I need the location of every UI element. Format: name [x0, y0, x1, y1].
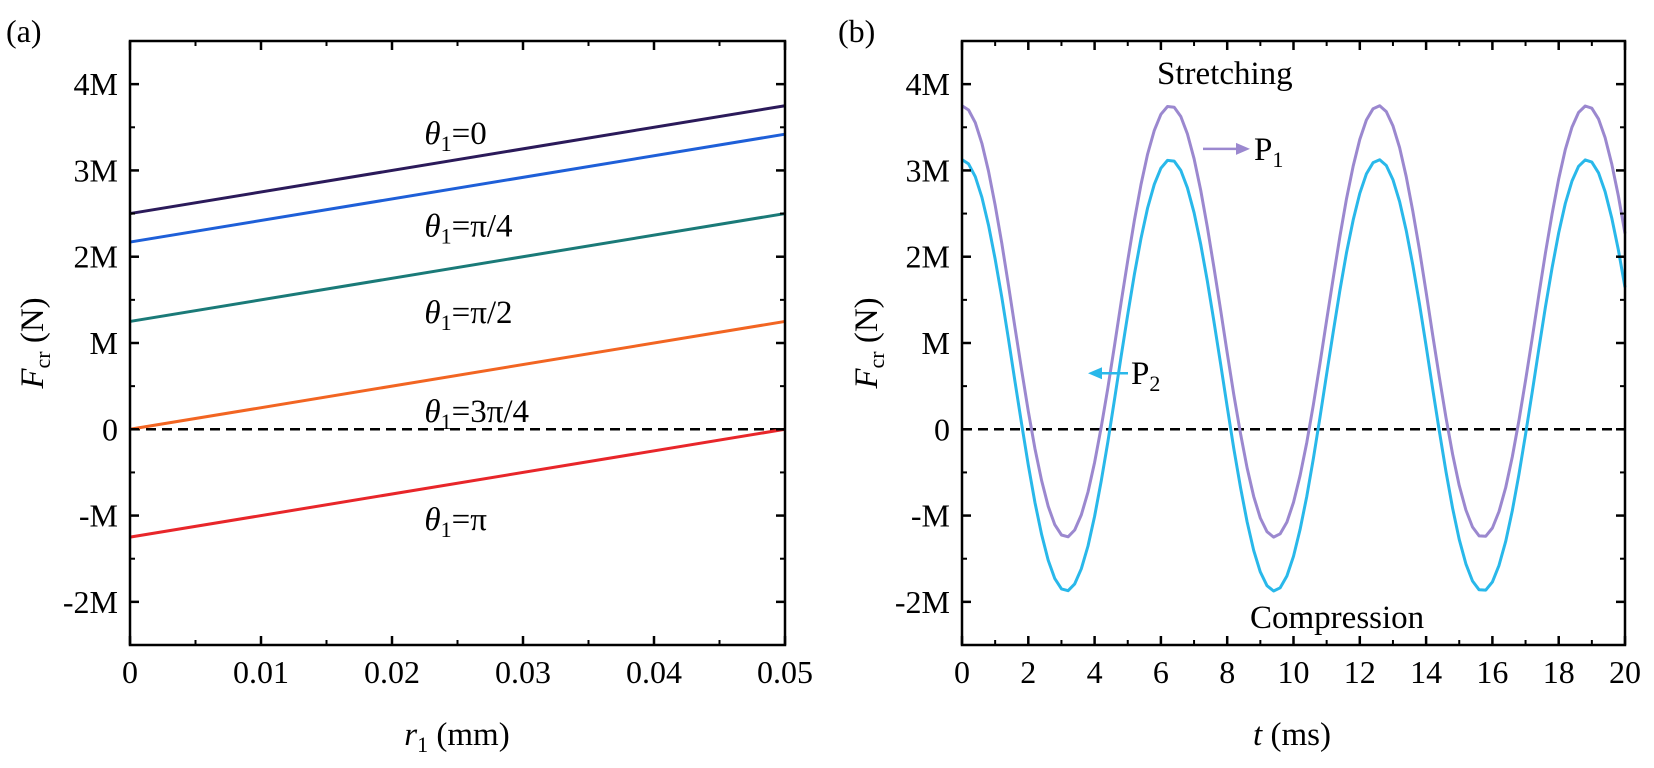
panel-a-ticks: 0 0.01 0.02 0.03 0.04 0.05 -2M -M 0 M 2M 3M 4M	[63, 41, 813, 690]
series-line-4	[129, 132, 786, 244]
y-tick-label: -M	[79, 498, 118, 534]
y-tick-label: -2M	[895, 584, 950, 620]
y-tick-label: -M	[911, 498, 950, 534]
series-label: θ1=3π/4	[424, 394, 529, 434]
series-label: θ1=0	[424, 116, 486, 156]
panel-a-label: (a)	[6, 13, 42, 49]
series-curve-P1	[961, 104, 1627, 539]
y-tick-label: 2M	[74, 239, 118, 275]
x-tick-label: 20	[1609, 654, 1641, 690]
series-label: θ1=π/4	[424, 209, 512, 249]
stretching-annotation: Stretching	[1157, 56, 1293, 92]
y-tick-label: 4M	[74, 66, 118, 102]
series-label: θ1=π	[424, 502, 487, 542]
y-tick-label: 2M	[906, 239, 950, 275]
panel-a-x-axis-label: r1 (mm)	[404, 717, 509, 757]
x-tick-label: 0	[954, 654, 970, 690]
x-tick-label: 0.01	[233, 654, 289, 690]
panel-b-label: (b)	[838, 13, 875, 49]
panel-a-y-axis-label: Fcr (N)	[15, 297, 55, 389]
x-tick-label: 8	[1219, 654, 1235, 690]
compression-annotation: Compression	[1250, 600, 1424, 636]
y-tick-label: 0	[102, 411, 118, 447]
panel-b-plot-area: P1 P2	[961, 104, 1627, 593]
x-tick-label: 6	[1153, 654, 1169, 690]
x-tick-label: 0.04	[626, 654, 682, 690]
y-tick-label: M	[90, 325, 118, 361]
y-tick-label: 0	[934, 411, 950, 447]
x-tick-label: 2	[1020, 654, 1036, 690]
x-tick-label: 0	[122, 654, 138, 690]
x-tick-label: 12	[1344, 654, 1376, 690]
p1-label: P1	[1254, 132, 1283, 172]
x-tick-label: 0.02	[364, 654, 420, 690]
panel-a-plot-area: θ1=0 θ1=π/4 θ1=π/2 θ1=3π/4 θ1=π	[129, 104, 786, 542]
x-tick-label: 0.05	[757, 654, 813, 690]
p2-label: P2	[1131, 356, 1160, 396]
series-label: θ1=π/2	[424, 295, 512, 335]
series-curve-P2	[961, 158, 1627, 593]
y-tick-label: 3M	[906, 152, 950, 188]
x-tick-label: 16	[1476, 654, 1508, 690]
x-tick-label: 0.03	[495, 654, 551, 690]
series-line-	[129, 427, 786, 539]
panel-a: (a) θ1=0 θ1=π/4 θ1=π/2 θ1=3π/4 θ1=π 0 0.01 0.0…	[6, 13, 813, 757]
series-line-2	[129, 212, 786, 323]
y-tick-label: M	[922, 325, 950, 361]
x-tick-label: 18	[1543, 654, 1575, 690]
x-tick-label: 4	[1087, 654, 1103, 690]
panel-b-ticks: 0 2 4 6 8 10 12 14 16 18 20 -2M -M 0 M 2M 3M 4M	[895, 41, 1641, 690]
p1-arrow-head	[1236, 142, 1250, 155]
series-line-34	[129, 319, 786, 431]
y-tick-label: -2M	[63, 584, 118, 620]
y-tick-label: 3M	[74, 152, 118, 188]
y-tick-label: 4M	[906, 66, 950, 102]
series-line-0	[129, 104, 786, 216]
x-tick-label: 14	[1410, 654, 1442, 690]
panel-b-y-axis-label: Fcr (N)	[849, 297, 889, 389]
x-tick-label: 10	[1278, 654, 1310, 690]
panel-b-x-axis-label: t (ms)	[1253, 717, 1331, 753]
p2-arrow-head	[1088, 367, 1102, 380]
